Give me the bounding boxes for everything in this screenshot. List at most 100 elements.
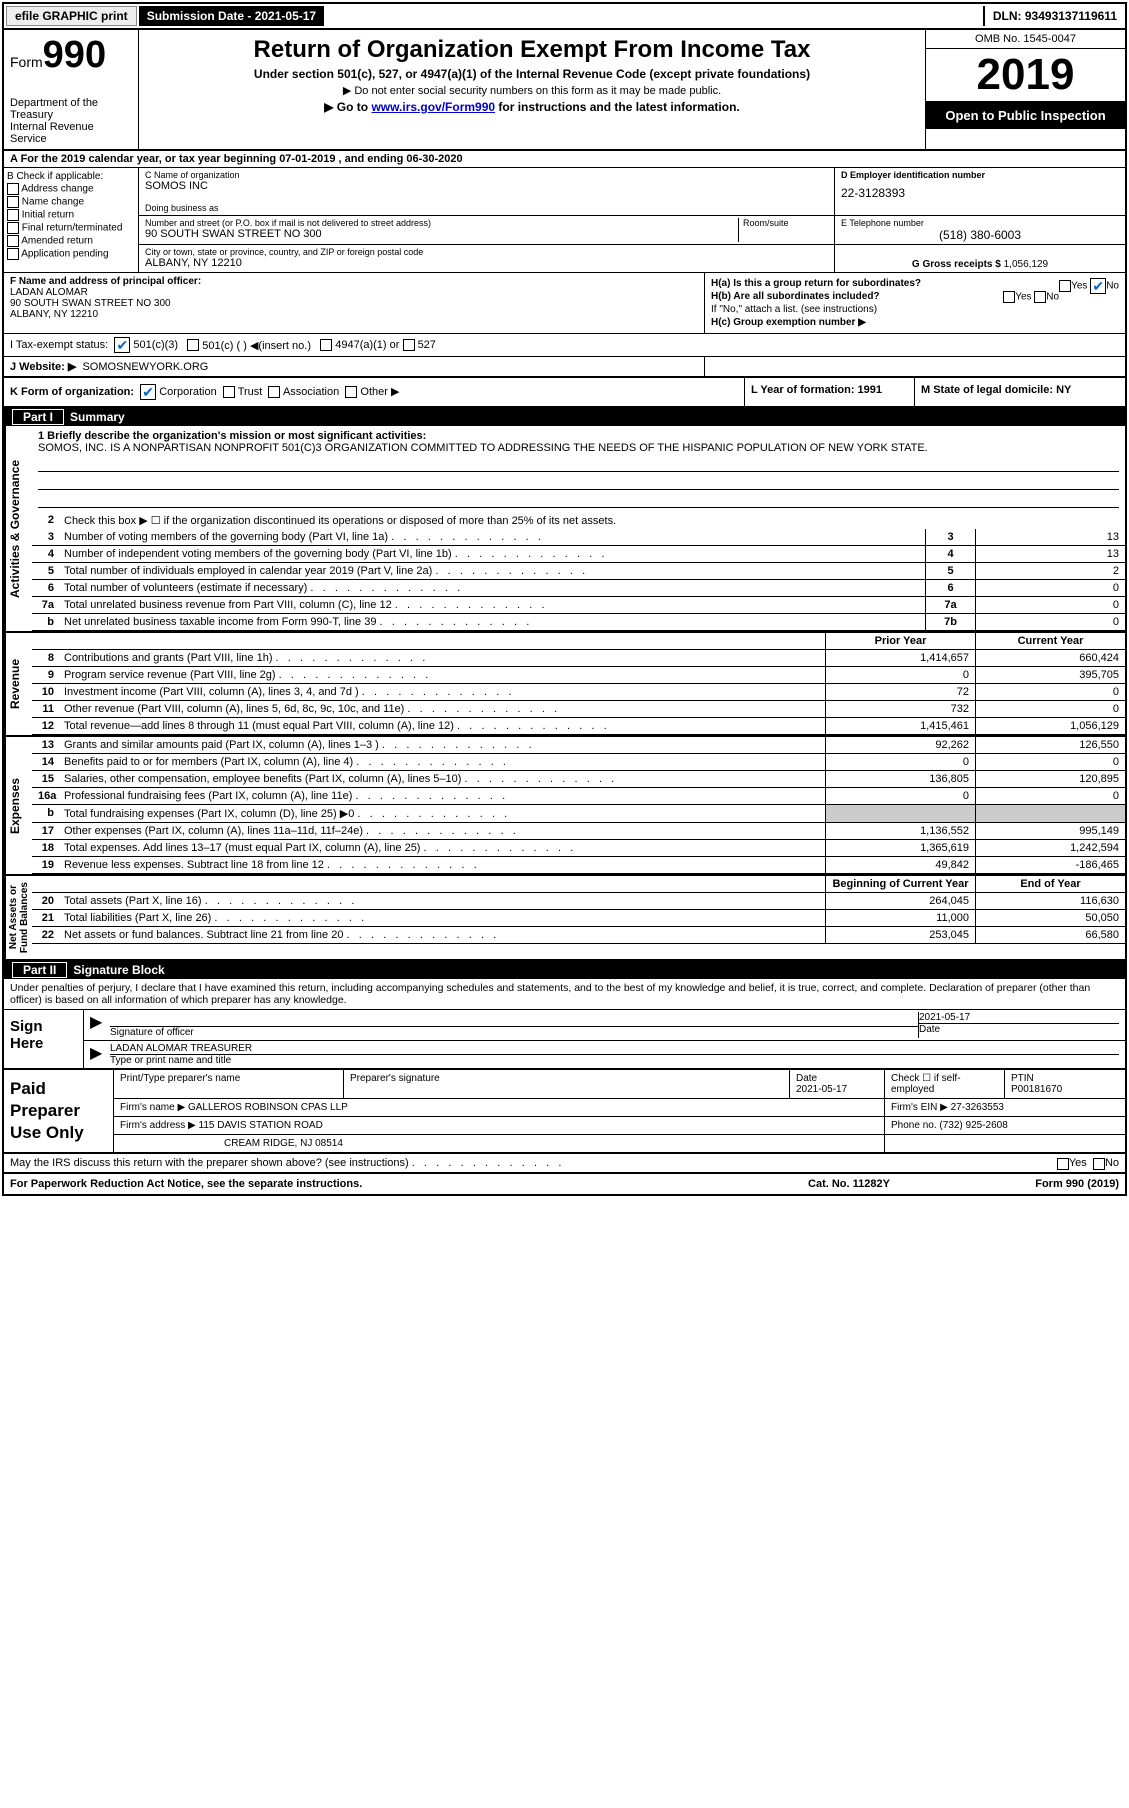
prep-sig-label: Preparer's signature xyxy=(350,1073,440,1084)
table-row: 4Number of independent voting members of… xyxy=(32,546,1125,563)
chk-initial[interactable]: Initial return xyxy=(7,209,135,221)
opt-trust: Trust xyxy=(238,386,263,398)
hdr-beg: Beginning of Current Year xyxy=(825,876,975,892)
ha-no: No xyxy=(1106,281,1119,292)
table-row: 19Revenue less expenses. Subtract line 1… xyxy=(32,857,1125,874)
form-990-page: efile GRAPHIC print Submission Date - 20… xyxy=(2,2,1127,1196)
ein-label: D Employer identification number xyxy=(841,170,1119,180)
paid-preparer-label: Paid Preparer Use Only xyxy=(4,1070,114,1152)
ha-label: H(a) Is this a group return for subordin… xyxy=(711,278,921,289)
part1-netassets: Net Assets or Fund Balances Beginning of… xyxy=(4,876,1125,961)
subtitle-goto: ▶ Go to www.irs.gov/Form990 for instruct… xyxy=(143,100,921,114)
dept-treasury: Department of the Treasury Internal Reve… xyxy=(10,97,132,145)
sign-here-section: Sign Here ▶ Signature of officer 2021-05… xyxy=(4,1010,1125,1070)
row-j-website: J Website: ▶ SOMOSNEWYORK.ORG xyxy=(4,357,1125,378)
form-number: 990 xyxy=(43,34,106,76)
submission-date: Submission Date - 2021-05-17 xyxy=(139,6,324,26)
hb-note: If "No," attach a list. (see instruction… xyxy=(711,304,1119,315)
opt-4947: 4947(a)(1) or xyxy=(335,339,399,351)
chk-501c[interactable] xyxy=(187,339,199,351)
tel-cell: E Telephone number (518) 380-6003 xyxy=(835,216,1125,244)
chk-527[interactable] xyxy=(403,339,415,351)
row-a-text: A For the 2019 calendar year, or tax yea… xyxy=(10,153,463,165)
irs-link[interactable]: www.irs.gov/Form990 xyxy=(371,100,495,114)
open-public: Open to Public Inspection xyxy=(926,102,1125,129)
top-bar: efile GRAPHIC print Submission Date - 20… xyxy=(4,4,1125,30)
opt-assoc: Association xyxy=(283,386,339,398)
ptin-value: P00181670 xyxy=(1011,1084,1062,1095)
tel-value: (518) 380-6003 xyxy=(841,228,1119,242)
table-row: 6Total number of volunteers (estimate if… xyxy=(32,580,1125,597)
gross-label: G Gross receipts $ xyxy=(912,259,1001,270)
part2-header: Part IISignature Block xyxy=(4,961,1125,979)
chk-other[interactable] xyxy=(345,386,357,398)
q2-text: Check this box ▶ ☐ if the organization d… xyxy=(60,512,1125,529)
table-row: 8Contributions and grants (Part VIII, li… xyxy=(32,650,1125,667)
prep-name-label: Print/Type preparer's name xyxy=(120,1073,240,1084)
addr-label: Number and street (or P.O. box if mail i… xyxy=(145,218,738,228)
prep-date-label: Date xyxy=(796,1073,817,1084)
goto-post: for instructions and the latest informat… xyxy=(495,100,740,114)
col-cd: C Name of organization SOMOS INC Doing b… xyxy=(139,168,1125,272)
hb-no: No xyxy=(1046,292,1059,303)
table-row: 18Total expenses. Add lines 13–17 (must … xyxy=(32,840,1125,857)
chk-amended[interactable]: Amended return xyxy=(7,235,135,247)
org-name: SOMOS INC xyxy=(145,180,828,192)
table-row: 12Total revenue—add lines 8 through 11 (… xyxy=(32,718,1125,735)
org-name-label: C Name of organization xyxy=(145,170,828,180)
chk-501c3[interactable] xyxy=(114,337,130,353)
dba-label: Doing business as xyxy=(145,203,828,213)
tel-label: E Telephone number xyxy=(841,218,1119,228)
prep-date: 2021-05-17 xyxy=(796,1084,847,1095)
firm-name: GALLEROS ROBINSON CPAS LLP xyxy=(188,1102,348,1113)
table-row: 10Investment income (Part VIII, column (… xyxy=(32,684,1125,701)
table-row: 3Number of voting members of the governi… xyxy=(32,529,1125,546)
chk-address[interactable]: Address change xyxy=(7,183,135,195)
arrow-icon: ▶ xyxy=(90,1043,110,1066)
tax-status-label: I Tax-exempt status: xyxy=(10,339,108,351)
table-row: bTotal fundraising expenses (Part IX, co… xyxy=(32,805,1125,823)
city-cell: City or town, state or province, country… xyxy=(139,245,835,272)
dln-number: DLN: 93493137119611 xyxy=(983,6,1125,26)
form-header: Form990 Department of the Treasury Inter… xyxy=(4,30,1125,151)
discuss-no: No xyxy=(1105,1157,1119,1169)
hb-label: H(b) Are all subordinates included? xyxy=(711,291,880,302)
firm-name-label: Firm's name ▶ xyxy=(120,1102,185,1113)
arrow-icon: ▶ xyxy=(90,1012,110,1038)
row-a-tax-year: A For the 2019 calendar year, or tax yea… xyxy=(4,151,1125,168)
col-b-header: B Check if applicable: xyxy=(7,171,135,182)
table-row: 11Other revenue (Part VIII, column (A), … xyxy=(32,701,1125,718)
chk-assoc[interactable] xyxy=(268,386,280,398)
efile-print-button[interactable]: efile GRAPHIC print xyxy=(6,6,137,26)
org-name-cell: C Name of organization SOMOS INC Doing b… xyxy=(139,168,835,215)
phone-value: (732) 925-2608 xyxy=(939,1120,1007,1131)
table-row: 7aTotal unrelated business revenue from … xyxy=(32,597,1125,614)
chk-4947[interactable] xyxy=(320,339,332,351)
table-row: 5Total number of individuals employed in… xyxy=(32,563,1125,580)
hdr-end: End of Year xyxy=(975,876,1125,892)
part1-header: Part ISummary xyxy=(4,408,1125,426)
table-row: 14Benefits paid to or for members (Part … xyxy=(32,754,1125,771)
sig-declaration: Under penalties of perjury, I declare th… xyxy=(4,979,1125,1010)
table-row: 16aProfessional fundraising fees (Part I… xyxy=(32,788,1125,805)
footer-left: For Paperwork Reduction Act Notice, see … xyxy=(10,1178,759,1190)
chk-corp[interactable] xyxy=(140,384,156,400)
sig-date-label: Date xyxy=(919,1023,1119,1035)
officer-addr2: ALBANY, NY 12210 xyxy=(10,309,98,320)
sig-officer-label: Signature of officer xyxy=(110,1026,918,1038)
chk-name[interactable]: Name change xyxy=(7,196,135,208)
table-row: 15Salaries, other compensation, employee… xyxy=(32,771,1125,788)
paid-preparer-section: Paid Preparer Use Only Print/Type prepar… xyxy=(4,1070,1125,1154)
table-row: 13Grants and similar amounts paid (Part … xyxy=(32,737,1125,754)
table-row: 21Total liabilities (Part X, line 26)11,… xyxy=(32,910,1125,927)
firm-ein-label: Firm's EIN ▶ xyxy=(891,1102,948,1113)
sig-name: LADAN ALOMAR TREASURER xyxy=(110,1043,1119,1054)
address-cell: Number and street (or P.O. box if mail i… xyxy=(139,216,835,244)
chk-pending[interactable]: Application pending xyxy=(7,248,135,260)
chk-final[interactable]: Final return/terminated xyxy=(7,222,135,234)
officer-addr1: 90 SOUTH SWAN STREET NO 300 xyxy=(10,298,171,309)
subtitle-section: Under section 501(c), 527, or 4947(a)(1)… xyxy=(143,67,921,81)
chk-trust[interactable] xyxy=(223,386,235,398)
header-center: Return of Organization Exempt From Incom… xyxy=(139,30,925,149)
phone-label: Phone no. xyxy=(891,1120,937,1131)
